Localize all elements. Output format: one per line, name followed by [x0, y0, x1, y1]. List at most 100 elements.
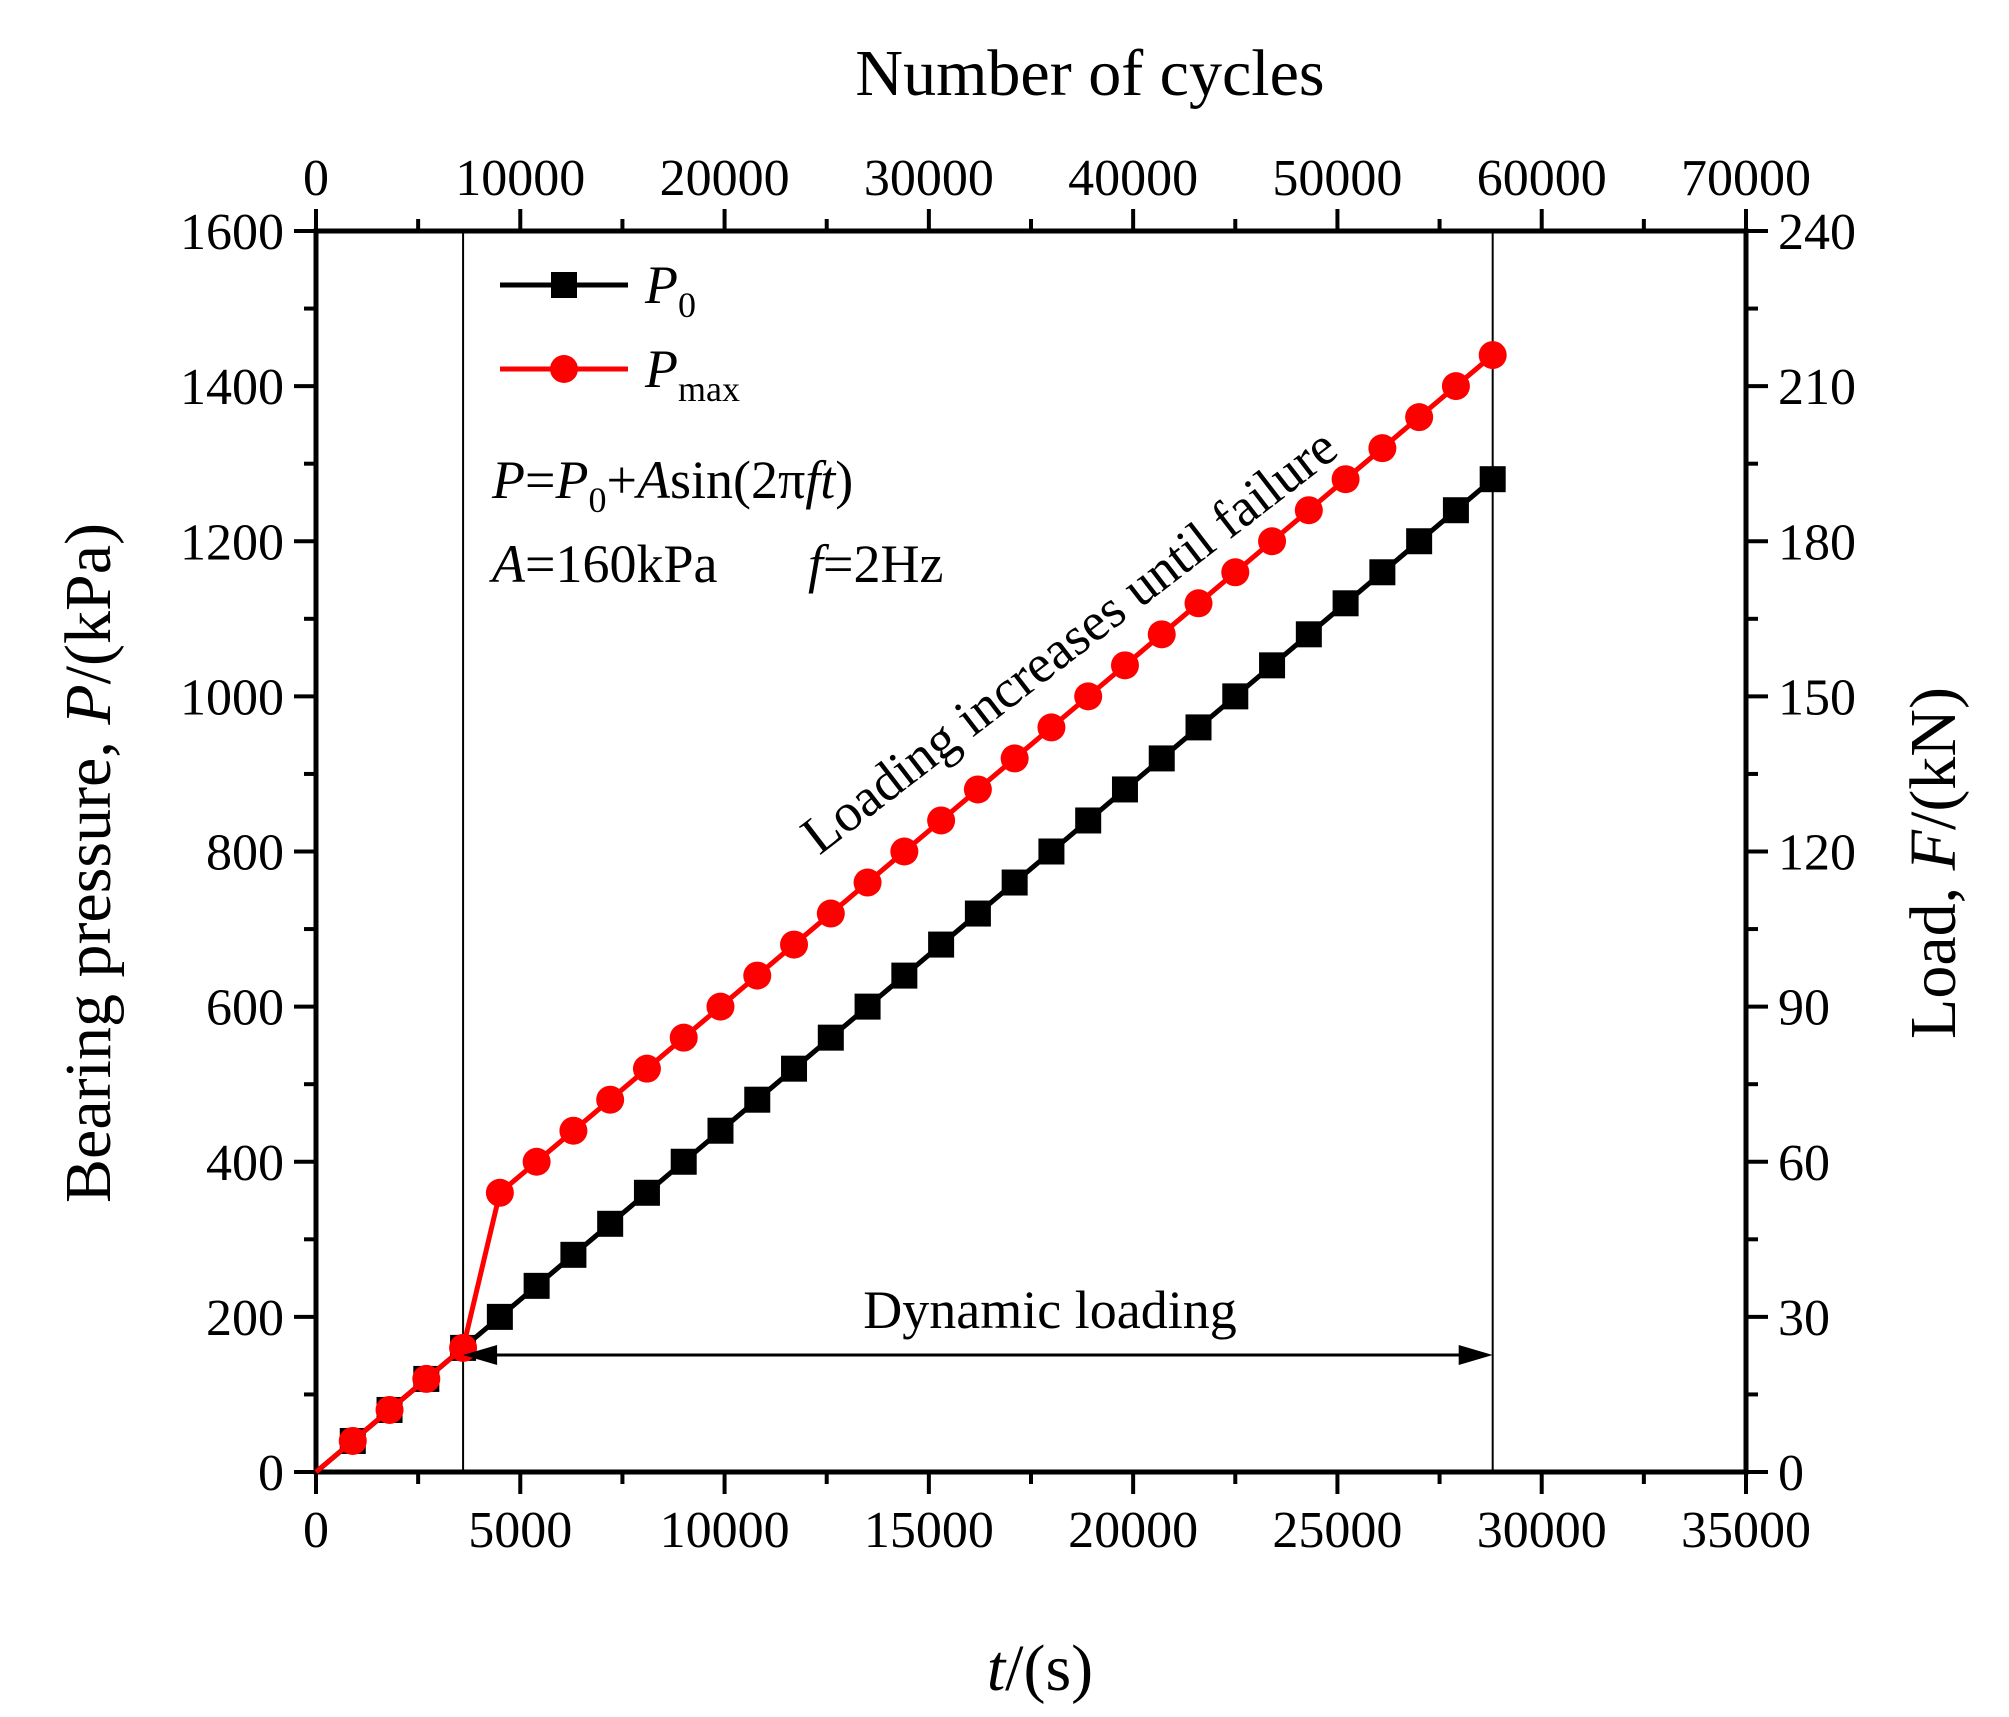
data-point-P0: [633, 1179, 660, 1206]
x2-tick-label: 70000: [1681, 150, 1811, 207]
data-point-P0: [1222, 683, 1249, 710]
x-tick-label: 0: [303, 1502, 329, 1559]
y2-tick-label: 90: [1778, 980, 1830, 1037]
data-point-Pmax: [375, 1395, 404, 1424]
data-point-Pmax: [853, 868, 882, 897]
frequency-annotation: f=2Hz: [808, 534, 943, 594]
data-point-P0: [928, 931, 955, 958]
x2-tick-label: 0: [303, 150, 329, 207]
data-point-P0: [707, 1117, 734, 1144]
data-point-Pmax: [412, 1364, 441, 1393]
data-point-Pmax: [1184, 589, 1213, 618]
data-point-Pmax: [963, 775, 992, 804]
y-tick-label: 400: [206, 1135, 284, 1192]
plot-border: [313, 228, 1749, 1475]
span-arrow-head-left: [463, 1345, 498, 1365]
data-point-P0: [1259, 652, 1286, 679]
x2-tick-label: 50000: [1272, 150, 1402, 207]
y2-tick-label: 60: [1778, 1135, 1830, 1192]
data-point-P0: [817, 1024, 844, 1051]
data-point-Pmax: [1258, 527, 1287, 556]
data-point-P0: [1369, 559, 1396, 586]
y2-tick-label: 150: [1778, 669, 1856, 726]
data-point-Pmax: [1074, 682, 1103, 711]
data-point-P0: [744, 1086, 771, 1113]
data-point-Pmax: [1331, 465, 1360, 494]
plot-frame: [313, 228, 1749, 1475]
data-point-P0: [670, 1148, 697, 1175]
data-point-Pmax: [485, 1178, 514, 1207]
data-point-P0: [1332, 590, 1359, 617]
data-point-Pmax: [780, 930, 809, 959]
data-point-P0: [523, 1272, 550, 1299]
y2-tick-label: 180: [1778, 514, 1856, 571]
dynamic-loading-label: Dynamic loading: [863, 1280, 1236, 1340]
data-point-P0: [964, 900, 991, 927]
x-tick-label: 25000: [1272, 1502, 1402, 1559]
x-tick-label: 15000: [864, 1502, 994, 1559]
right-axis-title: Load, F/(kN): [1897, 687, 1970, 1039]
data-point-P0: [486, 1303, 513, 1330]
data-point-P0: [1111, 776, 1138, 803]
top-axis-title: Number of cycles: [855, 37, 1324, 110]
y2-tick-label: 210: [1778, 359, 1856, 416]
data-point-P0: [560, 1241, 587, 1268]
data-point-P0: [891, 962, 918, 989]
y-tick-label: 600: [206, 980, 284, 1037]
data-point-Pmax: [927, 806, 956, 835]
x-tick-label: 10000: [660, 1502, 790, 1559]
data-point-Pmax: [338, 1426, 367, 1455]
data-series: [314, 341, 1507, 1474]
data-point-P0: [1075, 807, 1102, 834]
data-point-Pmax: [743, 961, 772, 990]
data-point-Pmax: [1405, 403, 1434, 432]
dynamic-loading-span: [463, 1345, 1493, 1365]
x-axis-title: t/(s): [987, 1632, 1093, 1705]
span-arrow-head-right: [1458, 1345, 1493, 1365]
y2-tick-label: 120: [1778, 825, 1856, 882]
equation-annotation: P=P0+Asin(2πft): [491, 450, 853, 520]
y-tick-label: 1400: [180, 359, 284, 416]
data-point-P0: [1148, 745, 1175, 772]
y-tick-label: 0: [258, 1445, 284, 1502]
data-point-Pmax: [1478, 341, 1507, 370]
y2-tick-label: 30: [1778, 1290, 1830, 1347]
data-point-Pmax: [522, 1147, 551, 1176]
x-tick-label: 20000: [1068, 1502, 1198, 1559]
data-point-Pmax: [1441, 372, 1470, 401]
data-point-P0: [781, 1055, 808, 1082]
x2-tick-label: 30000: [864, 150, 994, 207]
data-point-Pmax: [669, 1023, 698, 1052]
x-tick-label: 30000: [1477, 1502, 1607, 1559]
data-point-Pmax: [1368, 434, 1397, 463]
amplitude-annotation: A=160kPa: [489, 534, 717, 594]
trend-annotation: Loading increases until failure: [790, 416, 1348, 865]
data-point-Pmax: [632, 1054, 661, 1083]
vertical-reference-lines: [462, 231, 1494, 1472]
data-point-P0: [597, 1210, 624, 1237]
x2-tick-label: 10000: [455, 150, 585, 207]
data-point-P0: [1185, 714, 1212, 741]
x2-tick-label: 20000: [660, 150, 790, 207]
left-axis-title: Bearing pressure, P/(kPa): [52, 523, 125, 1203]
y-tick-label: 200: [206, 1290, 284, 1347]
y2-tick-label: 0: [1778, 1445, 1804, 1502]
series-Pmax: [314, 341, 1507, 1474]
data-point-Pmax: [1221, 558, 1250, 587]
x-tick-label: 5000: [468, 1502, 572, 1559]
legend-label-p0: P0: [644, 255, 696, 325]
y-tick-label: 1200: [180, 514, 284, 571]
data-point-Pmax: [1037, 713, 1066, 742]
legend-marker-pmax: [550, 355, 578, 383]
data-point-Pmax: [559, 1116, 588, 1145]
x2-tick-label: 40000: [1068, 150, 1198, 207]
data-point-P0: [1479, 466, 1506, 493]
data-point-P0: [1442, 497, 1469, 524]
data-point-Pmax: [596, 1085, 625, 1114]
data-point-Pmax: [816, 899, 845, 928]
legend-marker-p0: [551, 272, 577, 298]
data-point-Pmax: [1294, 496, 1323, 525]
y-tick-label: 800: [206, 825, 284, 882]
